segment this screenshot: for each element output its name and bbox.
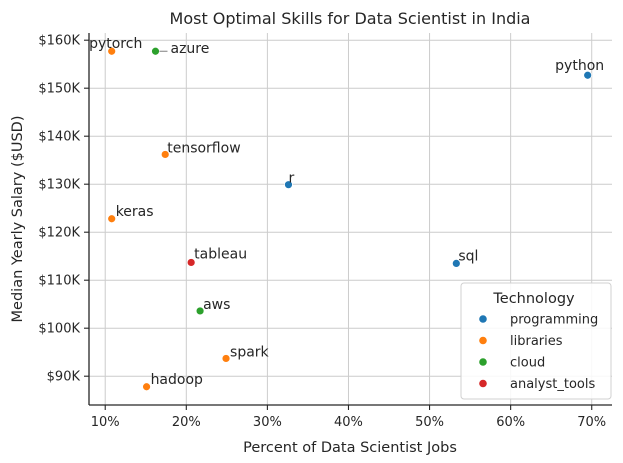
y-tick-label: $120K	[38, 226, 80, 241]
point-label: sql	[458, 248, 478, 264]
y-tick-label: $110K	[38, 274, 80, 289]
grid-lines	[89, 33, 612, 405]
legend-marker	[479, 358, 487, 366]
y-tick-label: $90K	[47, 370, 81, 385]
point-label: aws	[203, 297, 230, 313]
y-tick-label: $140K	[38, 130, 80, 145]
legend-marker	[479, 336, 487, 345]
legend-box	[460, 282, 612, 400]
point-label: azure	[170, 41, 209, 57]
data-point	[221, 354, 231, 363]
x-tick-label: 40%	[334, 415, 363, 430]
legend-marker	[479, 379, 487, 388]
legend-entry-label: analyst_tools	[510, 377, 595, 392]
x-tick-label: 70%	[577, 415, 606, 430]
point-label: spark	[230, 344, 270, 360]
point-labels: python sql r pytorch tensorflow keras spark had…	[89, 36, 604, 388]
data-point	[583, 70, 593, 80]
y-axis-label: Median Yearly Salary ($USD)	[10, 116, 26, 323]
x-tick-label: 50%	[415, 415, 444, 430]
legend-entries: programming libraries cloud analyst_tools	[479, 313, 598, 392]
legend-entry-label: libraries	[510, 334, 563, 349]
point-label: hadoop	[151, 372, 203, 388]
data-point	[284, 180, 293, 190]
y-tick-label: $150K	[38, 82, 80, 97]
legend-entry-label: programming	[510, 313, 598, 328]
data-point	[107, 214, 117, 224]
x-tick-label: 20%	[172, 415, 201, 430]
legend-marker	[479, 315, 487, 323]
point-label: pytorch	[89, 36, 142, 52]
data-point	[151, 46, 160, 56]
data-point	[142, 382, 151, 392]
data-point	[160, 150, 170, 159]
legend: Technology programming libraries cloud anal…	[460, 282, 612, 400]
data-point	[186, 258, 196, 267]
x-tick-label: 60%	[496, 415, 525, 430]
data-points	[107, 46, 593, 392]
point-label: python	[555, 58, 604, 74]
data-point	[451, 258, 461, 268]
axes: 10% 20% 30% 40% 50% 60% 70% $90K $100K $110K $120K…	[38, 33, 612, 430]
data-point	[195, 306, 205, 316]
point-label: keras	[116, 204, 154, 220]
chart-title: Most Optimal Skills for Data Scientist i…	[170, 9, 531, 28]
y-tick-label: $100K	[38, 322, 80, 337]
point-label: tensorflow	[167, 140, 240, 156]
x-tick-label: 30%	[253, 415, 282, 430]
legend-entry-label: cloud	[510, 356, 545, 371]
point-label: tableau	[194, 246, 247, 262]
legend-title: Technology	[492, 291, 575, 307]
x-axis-label: Percent of Data Scientist Jobs	[243, 440, 457, 456]
y-tick-label: $130K	[38, 178, 80, 193]
point-label: r	[288, 171, 294, 187]
x-tick-label: 10%	[91, 415, 120, 430]
data-point	[107, 46, 117, 56]
y-tick-label: $160K	[38, 34, 80, 49]
